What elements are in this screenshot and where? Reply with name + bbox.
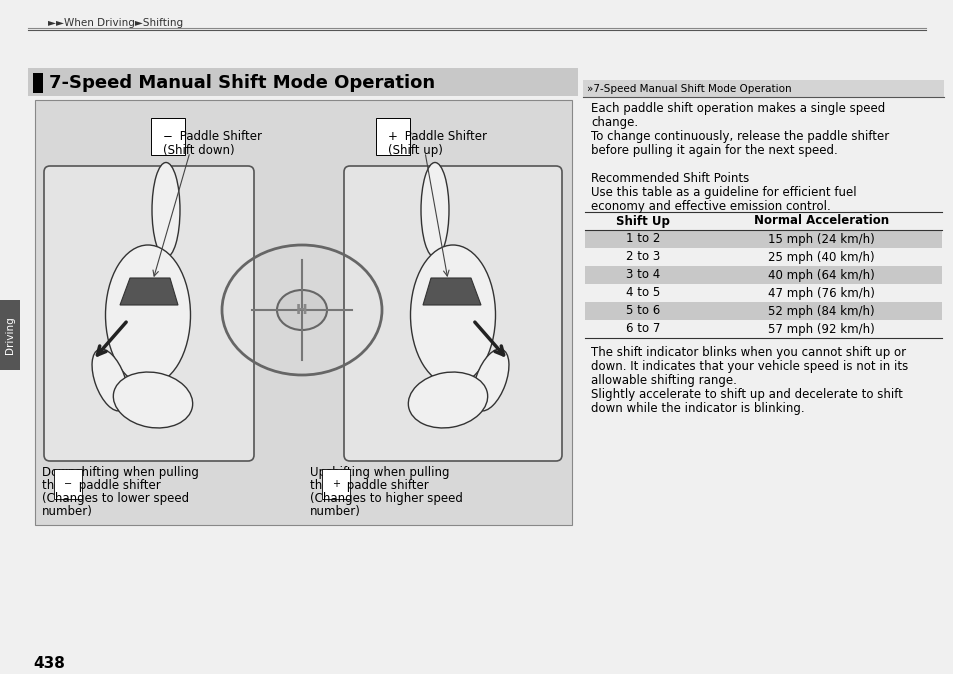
Text: paddle shifter: paddle shifter bbox=[75, 479, 161, 492]
Bar bbox=[584, 230, 941, 248]
Text: +: + bbox=[332, 479, 339, 489]
Text: Downshifting when pulling: Downshifting when pulling bbox=[42, 466, 198, 479]
Text: To change continuously, release the paddle shifter: To change continuously, release the padd… bbox=[590, 130, 888, 143]
Text: Normal Acceleration: Normal Acceleration bbox=[753, 214, 888, 228]
Text: change.: change. bbox=[590, 116, 638, 129]
Ellipse shape bbox=[106, 245, 191, 385]
Ellipse shape bbox=[408, 372, 487, 428]
Bar bbox=[582, 80, 943, 97]
Text: paddle shifter: paddle shifter bbox=[343, 479, 428, 492]
Text: Driving: Driving bbox=[5, 316, 15, 354]
Text: +: + bbox=[388, 130, 397, 143]
Text: (Shift up): (Shift up) bbox=[388, 144, 442, 157]
Ellipse shape bbox=[113, 372, 193, 428]
Text: 4 to 5: 4 to 5 bbox=[625, 286, 659, 299]
Text: down while the indicator is blinking.: down while the indicator is blinking. bbox=[590, 402, 803, 415]
Text: allowable shifting range.: allowable shifting range. bbox=[590, 374, 736, 387]
Text: (Shift down): (Shift down) bbox=[163, 144, 234, 157]
Text: (Changes to higher speed: (Changes to higher speed bbox=[310, 492, 462, 505]
FancyBboxPatch shape bbox=[44, 166, 253, 461]
Text: Paddle Shifter: Paddle Shifter bbox=[175, 130, 262, 143]
Text: 2 to 3: 2 to 3 bbox=[625, 251, 659, 264]
Bar bbox=[33, 73, 43, 93]
Text: 5 to 6: 5 to 6 bbox=[625, 305, 659, 317]
Polygon shape bbox=[422, 278, 480, 305]
Text: 3 to 4: 3 to 4 bbox=[625, 268, 659, 282]
Bar bbox=[584, 266, 941, 284]
Bar bbox=[0, 300, 20, 370]
Text: ►►When Driving►Shifting: ►►When Driving►Shifting bbox=[48, 18, 183, 28]
Text: 25 mph (40 km/h): 25 mph (40 km/h) bbox=[767, 251, 874, 264]
Ellipse shape bbox=[91, 349, 128, 411]
Text: number): number) bbox=[310, 505, 360, 518]
Text: Shift Up: Shift Up bbox=[616, 214, 669, 228]
Bar bbox=[28, 60, 578, 620]
Text: Slightly accelerate to shift up and decelerate to shift: Slightly accelerate to shift up and dece… bbox=[590, 388, 902, 401]
Text: the: the bbox=[42, 479, 65, 492]
Polygon shape bbox=[120, 278, 178, 305]
Text: Use this table as a guideline for efficient fuel: Use this table as a guideline for effici… bbox=[590, 186, 856, 199]
Text: 47 mph (76 km/h): 47 mph (76 km/h) bbox=[767, 286, 874, 299]
FancyBboxPatch shape bbox=[344, 166, 561, 461]
Text: 15 mph (24 km/h): 15 mph (24 km/h) bbox=[767, 233, 874, 245]
Text: (Changes to lower speed: (Changes to lower speed bbox=[42, 492, 189, 505]
Text: down. It indicates that your vehicle speed is not in its: down. It indicates that your vehicle spe… bbox=[590, 360, 907, 373]
Ellipse shape bbox=[276, 290, 327, 330]
Text: −: − bbox=[163, 130, 172, 143]
Text: 52 mph (84 km/h): 52 mph (84 km/h) bbox=[767, 305, 874, 317]
Text: before pulling it again for the next speed.: before pulling it again for the next spe… bbox=[590, 144, 837, 157]
Ellipse shape bbox=[410, 245, 495, 385]
Text: the: the bbox=[310, 479, 333, 492]
Text: 438: 438 bbox=[33, 656, 65, 671]
Text: number): number) bbox=[42, 505, 92, 518]
Text: The shift indicator blinks when you cannot shift up or: The shift indicator blinks when you cann… bbox=[590, 346, 905, 359]
Bar bbox=[584, 302, 941, 320]
Text: Upshifting when pulling: Upshifting when pulling bbox=[310, 466, 449, 479]
Text: −: − bbox=[64, 479, 72, 489]
Text: 1 to 2: 1 to 2 bbox=[625, 233, 659, 245]
Text: 6 to 7: 6 to 7 bbox=[625, 322, 659, 336]
Text: Each paddle shift operation makes a single speed: Each paddle shift operation makes a sing… bbox=[590, 102, 884, 115]
Text: 57 mph (92 km/h): 57 mph (92 km/h) bbox=[767, 322, 874, 336]
Ellipse shape bbox=[420, 162, 449, 257]
Text: Recommended Shift Points: Recommended Shift Points bbox=[590, 172, 748, 185]
Text: economy and effective emission control.: economy and effective emission control. bbox=[590, 200, 830, 213]
Text: 7-Speed Manual Shift Mode Operation: 7-Speed Manual Shift Mode Operation bbox=[49, 74, 435, 92]
Text: Paddle Shifter: Paddle Shifter bbox=[400, 130, 486, 143]
Bar bbox=[35, 100, 572, 525]
Text: »7-Speed Manual Shift Mode Operation: »7-Speed Manual Shift Mode Operation bbox=[586, 84, 791, 94]
Text: 40 mph (64 km/h): 40 mph (64 km/h) bbox=[767, 268, 874, 282]
Ellipse shape bbox=[473, 349, 508, 411]
Bar bbox=[28, 68, 578, 96]
Ellipse shape bbox=[152, 162, 180, 257]
Text: H: H bbox=[295, 303, 308, 317]
